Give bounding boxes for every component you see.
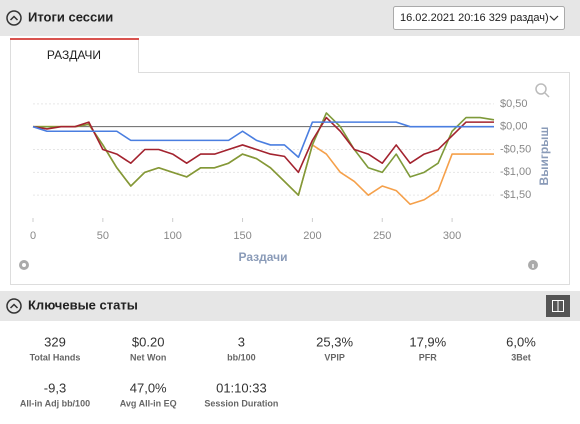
collapse-icon (9, 15, 19, 21)
x-tick-label: 50 (97, 230, 109, 242)
x-tick-label: 100 (164, 230, 182, 242)
dropdown-arrow (549, 15, 559, 21)
x-tick-label: 250 (373, 230, 391, 242)
stats-collapse-icon (9, 303, 19, 309)
x-tick-label: 150 (233, 230, 251, 242)
stat-label: All-in Adj bb/100 (20, 398, 90, 408)
stats-header-bar (0, 291, 580, 321)
header-title: Итоги сессии (28, 9, 113, 24)
stat-value: 17,9% (409, 334, 446, 349)
stat-label: Avg All-in EQ (120, 398, 177, 408)
stat-value: 25,3% (316, 334, 353, 349)
settings-hole (22, 263, 26, 267)
stat-label: Total Hands (30, 352, 81, 362)
x-tick-label: 200 (303, 230, 321, 242)
series-line (33, 112, 495, 196)
series-line (32, 116, 494, 174)
stats-grid: 329 Total Hands $0.20 Net Won 3 bb/100 25,3% VP… (20, 334, 536, 408)
collapse-button[interactable] (6, 10, 22, 26)
zoom-icon[interactable] (535, 83, 547, 95)
y-tick-label: -$1,00 (500, 166, 531, 178)
dropdown-text: 16.02.2021 20:16 329 раздач) (400, 12, 549, 24)
stats-collapse-button[interactable] (6, 298, 22, 314)
tab[interactable] (10, 38, 139, 73)
stat-value: 01:10:33 (216, 380, 267, 395)
y-tick-label: $0,00 (500, 121, 528, 133)
stat-label: PFR (419, 352, 438, 362)
stat-label: Session Duration (204, 398, 278, 408)
x-axis-label: Раздачи (239, 250, 288, 264)
stat-label: Net Won (130, 352, 166, 362)
y-tick-label: -$1,50 (500, 189, 531, 201)
series-line (32, 121, 494, 159)
info-mark (532, 264, 534, 268)
tab-label: РАЗДАЧИ (47, 48, 101, 62)
stat-value: $0.20 (132, 334, 165, 349)
y-tick-label: -$0,50 (500, 143, 531, 155)
chart-panel (10, 72, 570, 285)
stat-label: VPIP (324, 352, 345, 362)
y-tick-label: $0,50 (500, 98, 528, 110)
stat-value: -9,3 (44, 380, 66, 395)
stat-label: bb/100 (227, 352, 256, 362)
x-tick-label: 300 (443, 230, 461, 242)
stat-value: 6,0% (506, 334, 536, 349)
x-tick-label: 0 (30, 230, 36, 242)
stat-value: 3 (238, 334, 245, 349)
tab-indicator (10, 38, 139, 40)
stats-title: Ключевые статы (28, 297, 138, 312)
y-axis-label: Выигрыш (537, 127, 551, 186)
plot: $0,50 $0,00 -$0,50 -$1,00 -$1,50 0 50 100 150 200… (30, 98, 531, 242)
session-dropdown[interactable] (393, 6, 565, 30)
stat-value: 329 (44, 334, 66, 349)
tab-joint (11, 71, 138, 74)
zoom-handle (544, 92, 550, 98)
stat-value: 47,0% (130, 380, 167, 395)
stat-label: 3Bet (511, 352, 531, 362)
